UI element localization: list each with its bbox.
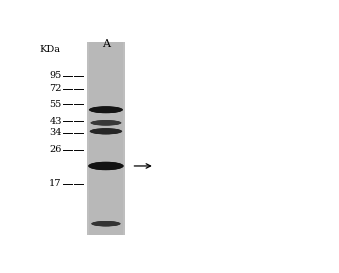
Bar — [86, 42, 89, 235]
Bar — [86, 42, 89, 235]
Ellipse shape — [92, 120, 120, 125]
Ellipse shape — [93, 221, 119, 226]
Text: 43: 43 — [49, 117, 62, 126]
Bar — [123, 42, 125, 235]
Ellipse shape — [89, 106, 122, 113]
Text: 72: 72 — [49, 84, 62, 93]
Ellipse shape — [91, 107, 121, 112]
Ellipse shape — [92, 108, 119, 112]
Ellipse shape — [94, 222, 118, 226]
Ellipse shape — [94, 121, 118, 125]
Ellipse shape — [89, 106, 123, 113]
Text: 55: 55 — [49, 100, 62, 109]
Text: KDa: KDa — [39, 45, 60, 54]
Ellipse shape — [89, 128, 122, 134]
Bar — [123, 42, 125, 235]
Bar — [86, 42, 125, 235]
Bar — [123, 42, 125, 235]
Text: 34: 34 — [49, 128, 62, 137]
Text: 17: 17 — [49, 179, 62, 188]
Bar — [86, 42, 89, 235]
Bar — [86, 42, 89, 235]
Text: A: A — [102, 39, 110, 49]
Ellipse shape — [90, 128, 122, 134]
Ellipse shape — [92, 121, 120, 125]
Bar — [86, 42, 89, 235]
Ellipse shape — [92, 129, 120, 134]
Ellipse shape — [91, 107, 121, 113]
Ellipse shape — [93, 121, 119, 125]
Bar — [86, 42, 89, 235]
Ellipse shape — [91, 107, 121, 112]
Ellipse shape — [92, 129, 120, 133]
Ellipse shape — [91, 129, 121, 134]
Ellipse shape — [91, 221, 121, 226]
Ellipse shape — [90, 107, 122, 113]
Ellipse shape — [91, 163, 121, 169]
Ellipse shape — [91, 129, 121, 134]
Ellipse shape — [93, 129, 119, 133]
Bar — [123, 42, 125, 235]
Ellipse shape — [90, 162, 122, 170]
Ellipse shape — [89, 106, 123, 113]
Text: 26: 26 — [49, 145, 62, 154]
Ellipse shape — [91, 129, 121, 134]
Ellipse shape — [88, 162, 124, 170]
Ellipse shape — [94, 222, 118, 225]
Ellipse shape — [93, 121, 119, 125]
Ellipse shape — [92, 107, 120, 112]
Ellipse shape — [94, 222, 118, 225]
Ellipse shape — [92, 221, 120, 226]
Bar — [86, 42, 89, 235]
Ellipse shape — [92, 163, 120, 169]
Ellipse shape — [89, 162, 123, 170]
Ellipse shape — [93, 121, 119, 125]
Ellipse shape — [90, 162, 122, 170]
Ellipse shape — [91, 120, 121, 126]
Bar — [123, 42, 125, 235]
Ellipse shape — [93, 222, 119, 226]
Ellipse shape — [91, 120, 121, 125]
Ellipse shape — [92, 221, 120, 226]
Bar — [86, 42, 89, 235]
Bar — [123, 42, 125, 235]
Ellipse shape — [89, 162, 122, 170]
Bar — [123, 42, 125, 235]
Ellipse shape — [91, 163, 121, 169]
Ellipse shape — [92, 121, 120, 125]
Text: 95: 95 — [49, 71, 62, 80]
Ellipse shape — [91, 163, 120, 169]
Ellipse shape — [92, 129, 120, 134]
Bar — [123, 42, 125, 235]
Ellipse shape — [93, 221, 119, 226]
Ellipse shape — [92, 221, 120, 226]
Ellipse shape — [93, 129, 119, 133]
Ellipse shape — [88, 162, 123, 170]
Ellipse shape — [91, 120, 121, 126]
Ellipse shape — [92, 107, 120, 112]
